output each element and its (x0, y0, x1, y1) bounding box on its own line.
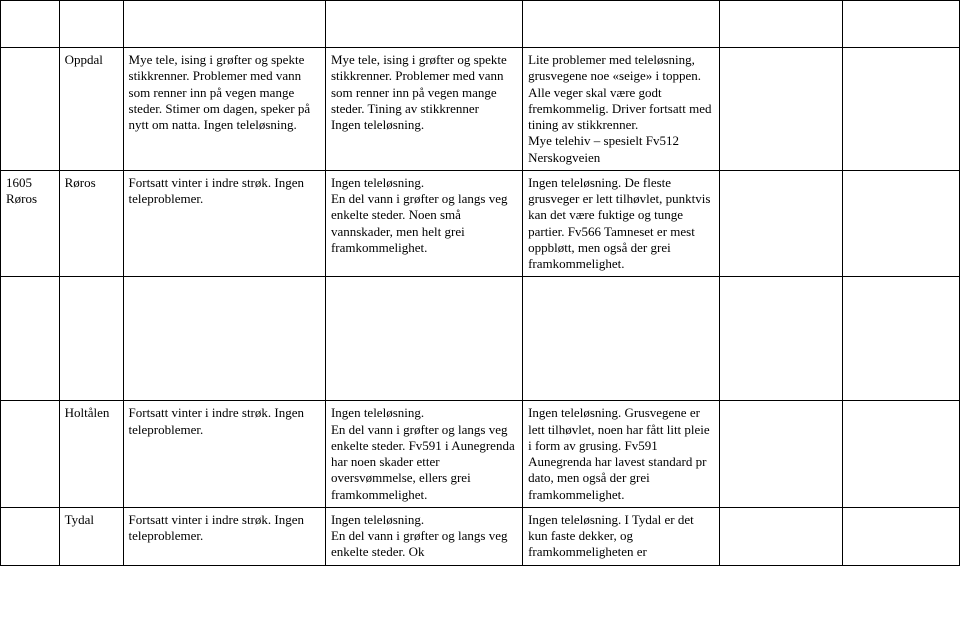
cell: Ingen teleløsning. I Tydal er det kun fa… (523, 507, 720, 565)
table-row: 1605 Røros Røros Fortsatt vinter i indre… (1, 170, 960, 277)
table-row: Tydal Fortsatt vinter i indre strøk. Ing… (1, 507, 960, 565)
cell (59, 1, 123, 48)
cell (123, 277, 325, 401)
cell-municipality: Oppdal (59, 48, 123, 171)
cell (523, 277, 720, 401)
cell (1, 1, 60, 48)
cell (720, 401, 843, 508)
cell-municipality: Tydal (59, 507, 123, 565)
cell-region: 1605 Røros (1, 170, 60, 277)
cell: Ingen teleløsning. Grusvegene er lett ti… (523, 401, 720, 508)
cell: Ingen teleløsning. De fleste grusveger e… (523, 170, 720, 277)
cell-municipality: Holtålen (59, 401, 123, 508)
cell (720, 277, 843, 401)
cell (123, 1, 325, 48)
cell (523, 1, 720, 48)
cell (842, 507, 959, 565)
cell: Mye tele, ising i grøfter og spekte stik… (123, 48, 325, 171)
table-row (1, 1, 960, 48)
cell (325, 1, 522, 48)
cell: Ingen teleløsning.En del vann i grøfter … (325, 401, 522, 508)
table-row: Holtålen Fortsatt vinter i indre strøk. … (1, 401, 960, 508)
cell: Lite problemer med teleløsning, grusvege… (523, 48, 720, 171)
cell (720, 507, 843, 565)
cell (1, 48, 60, 171)
cell-municipality: Røros (59, 170, 123, 277)
table-spacer-row (1, 277, 960, 401)
cell (842, 48, 959, 171)
cell (842, 1, 959, 48)
cell (1, 401, 60, 508)
cell (720, 1, 843, 48)
cell (842, 401, 959, 508)
cell (842, 277, 959, 401)
cell (59, 277, 123, 401)
road-status-table: Oppdal Mye tele, ising i grøfter og spek… (0, 0, 960, 566)
cell (842, 170, 959, 277)
cell: Ingen teleløsning.En del vann i grøfter … (325, 170, 522, 277)
cell (1, 507, 60, 565)
cell: Ingen teleløsning.En del vann i grøfter … (325, 507, 522, 565)
table-row: Oppdal Mye tele, ising i grøfter og spek… (1, 48, 960, 171)
cell (325, 277, 522, 401)
cell: Fortsatt vinter i indre strøk. Ingen tel… (123, 170, 325, 277)
cell (720, 48, 843, 171)
cell (720, 170, 843, 277)
cell: Mye tele, ising i grøfter og spekte stik… (325, 48, 522, 171)
cell (1, 277, 60, 401)
cell: Fortsatt vinter i indre strøk. Ingen tel… (123, 507, 325, 565)
cell: Fortsatt vinter i indre strøk. Ingen tel… (123, 401, 325, 508)
